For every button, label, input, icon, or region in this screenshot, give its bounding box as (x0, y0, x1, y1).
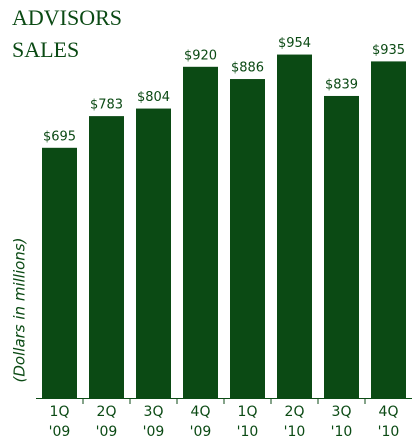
bar (371, 61, 406, 399)
x-tick-label: '10 (378, 424, 400, 440)
x-tick-label: '10 (284, 424, 306, 440)
value-label: $935 (372, 43, 405, 58)
value-label: $695 (43, 129, 76, 144)
y-axis-label: (Dollars in millions) (11, 238, 29, 383)
x-tick-label: 2Q (97, 404, 117, 420)
value-label: $886 (231, 61, 264, 76)
bar (324, 95, 359, 399)
x-tick-label: 3Q (144, 404, 164, 420)
x-tick-label: '09 (143, 424, 165, 440)
chart-title: ADVISORS (12, 5, 122, 30)
x-tick-label: 1Q (50, 404, 70, 420)
x-tick-label: '10 (237, 424, 259, 440)
x-tick-label: 1Q (238, 404, 258, 420)
x-tick-label: '09 (96, 424, 118, 440)
x-tick-label: '10 (331, 424, 353, 440)
x-tick-label: 2Q (285, 404, 305, 420)
x-tick-label: 4Q (191, 404, 211, 420)
x-tick-label: '09 (190, 424, 212, 440)
x-tick-label: '09 (49, 424, 71, 440)
value-label: $839 (325, 77, 358, 92)
x-tick-label: 4Q (379, 404, 399, 420)
value-label: $804 (137, 90, 170, 105)
value-label: $954 (278, 36, 311, 51)
value-label: $920 (184, 48, 217, 63)
chart-title: SALES (12, 37, 79, 62)
bar (89, 116, 124, 399)
bar (277, 54, 312, 399)
x-tick-label: 3Q (332, 404, 352, 420)
bar (183, 66, 218, 399)
value-label: $783 (90, 98, 123, 113)
bar (230, 79, 265, 398)
bar (42, 147, 77, 398)
bar (136, 108, 171, 398)
